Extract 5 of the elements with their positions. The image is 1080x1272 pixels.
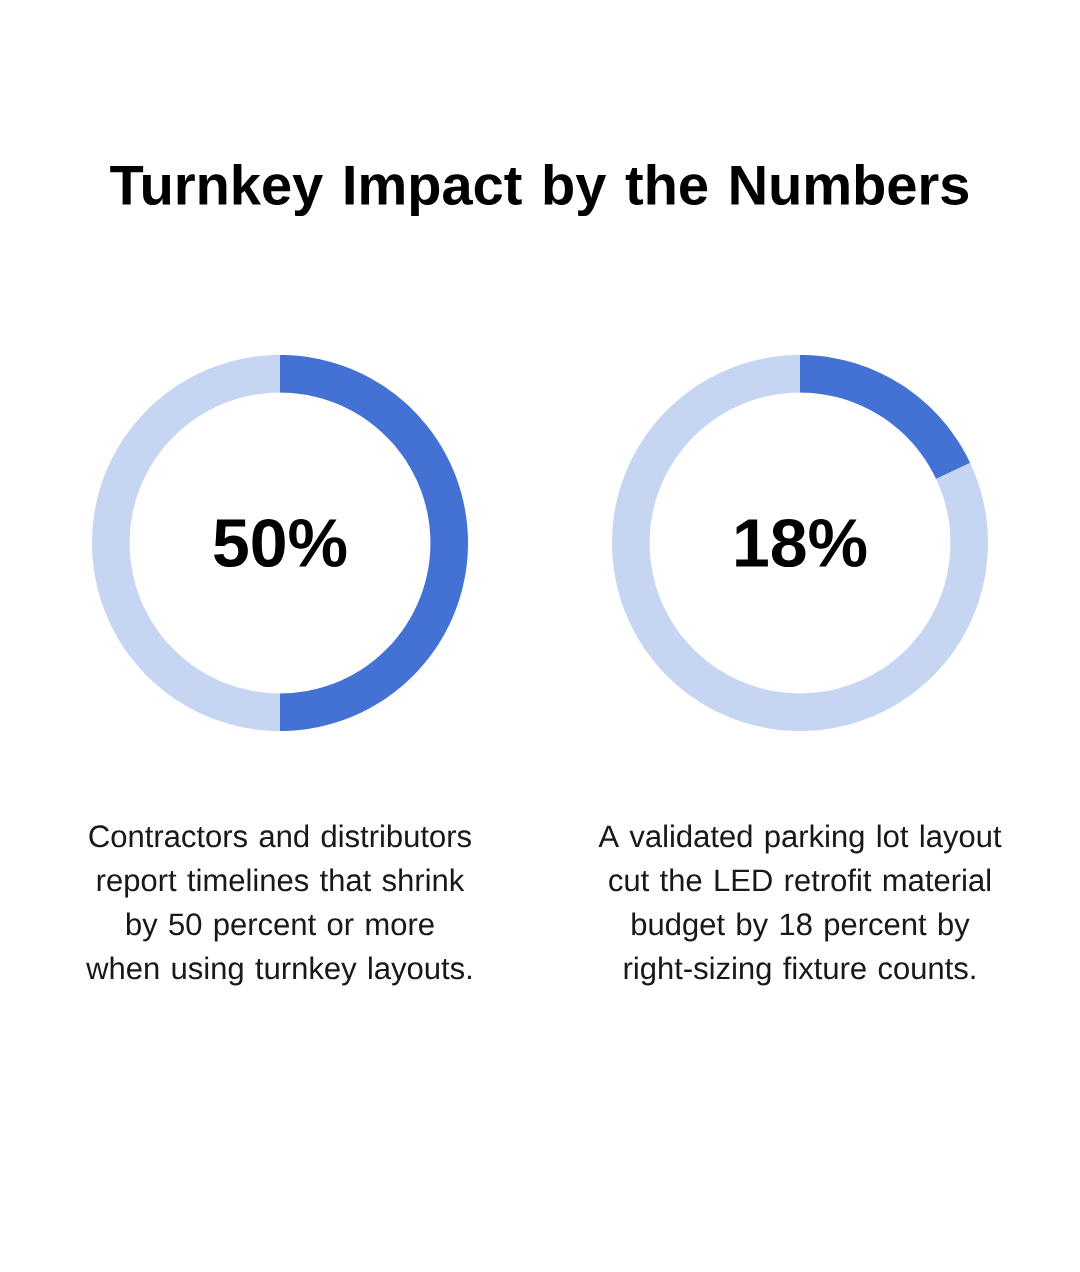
text: 50% (214, 518, 347, 568)
chart-title: Turnkey Impact by the Numbers (110, 163, 969, 217)
text: 18% (736, 518, 867, 568)
text: Contractors and distributors report timelines that shrink by 50 percent or more when using turnkey layouts. (86, 824, 471, 986)
text: A validated parking lot layout cut the LED retrofit material budget by 18 percent by right-sizing fixture counts. (598, 824, 1002, 986)
